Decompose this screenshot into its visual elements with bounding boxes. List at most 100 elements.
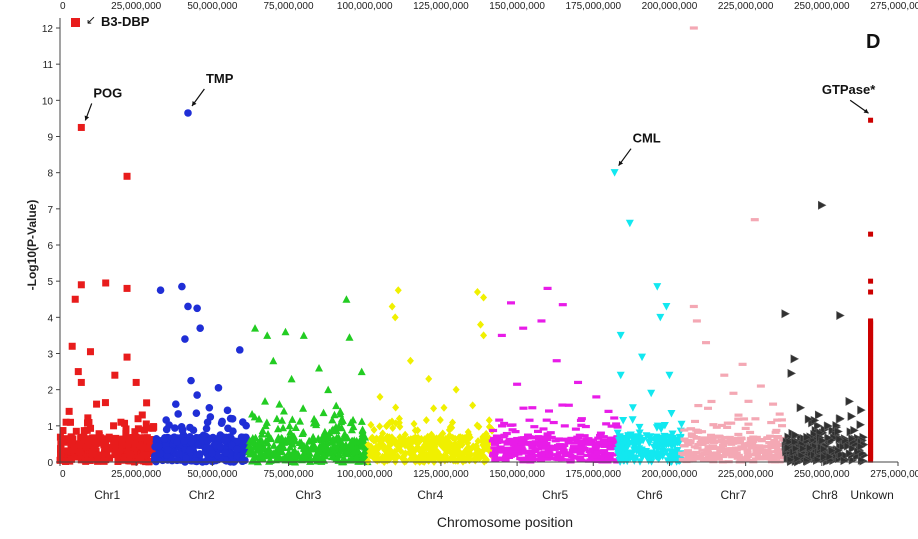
data-point <box>542 457 551 461</box>
data-point <box>285 454 294 463</box>
data-point <box>646 438 655 447</box>
annotation-label: GTPase* <box>822 82 876 97</box>
data-point <box>574 380 583 385</box>
data-point <box>744 441 753 446</box>
data-point <box>534 437 543 441</box>
data-point <box>777 418 786 422</box>
data-point <box>543 286 552 290</box>
data-point <box>480 293 488 302</box>
data-point <box>612 439 621 443</box>
data-point <box>465 455 473 464</box>
data-point <box>435 455 443 464</box>
data-point <box>508 428 517 432</box>
data-point <box>857 442 866 452</box>
data-point <box>315 363 324 372</box>
data-point <box>186 423 194 432</box>
data-point <box>824 433 834 443</box>
data-point <box>769 402 778 406</box>
data-point <box>473 288 481 297</box>
data-point <box>72 427 80 435</box>
data-points <box>56 26 874 467</box>
data-point <box>334 451 343 459</box>
data-point <box>635 429 644 437</box>
data-point <box>74 368 82 376</box>
annotation-label: POG <box>93 85 122 100</box>
data-point <box>715 434 724 438</box>
data-point <box>255 442 264 450</box>
data-point <box>305 436 314 445</box>
data-point <box>631 455 640 463</box>
data-point <box>497 333 506 338</box>
data-point <box>276 445 285 453</box>
data-point <box>845 449 855 459</box>
data-point <box>756 384 765 388</box>
data-point <box>337 414 346 423</box>
data-point <box>272 414 281 423</box>
data-point <box>105 433 113 441</box>
data-point <box>550 447 559 451</box>
data-point <box>848 444 858 454</box>
data-point <box>239 455 247 463</box>
data-point <box>529 436 538 440</box>
data-point <box>533 429 542 434</box>
y-tick-label: 9 <box>47 133 53 144</box>
data-point <box>67 455 75 463</box>
data-point <box>491 436 500 441</box>
data-point <box>651 437 660 445</box>
data-point <box>117 418 125 426</box>
data-point <box>106 454 114 462</box>
data-point <box>425 374 433 383</box>
data-point <box>553 453 562 457</box>
data-point <box>196 450 204 458</box>
data-point <box>376 422 384 431</box>
data-point <box>145 424 153 432</box>
x-top-tick-label: 275,000,000 <box>870 1 918 12</box>
data-point <box>131 444 139 452</box>
data-point <box>610 416 619 420</box>
data-point <box>417 434 425 443</box>
panel-letter: D <box>866 31 880 53</box>
data-point <box>699 458 708 462</box>
data-point <box>406 356 414 365</box>
data-point <box>451 434 459 443</box>
data-point <box>373 456 381 465</box>
data-point <box>698 448 707 452</box>
data-point <box>694 442 703 447</box>
data-point <box>576 418 585 422</box>
data-point <box>765 440 774 445</box>
data-point <box>744 422 753 426</box>
data-point <box>371 436 379 445</box>
data-point <box>619 416 628 425</box>
data-point <box>656 313 665 322</box>
data-point <box>828 446 837 456</box>
data-point <box>411 454 419 463</box>
data-point <box>389 423 397 432</box>
y-tick-label: 10 <box>42 96 54 107</box>
y-axis-title: -Log10(P-Value) <box>25 200 39 291</box>
data-point <box>628 404 637 412</box>
data-point <box>267 434 276 443</box>
data-point <box>693 446 702 450</box>
data-point <box>771 440 780 444</box>
data-point <box>191 457 200 465</box>
data-point <box>93 439 101 447</box>
data-point <box>357 367 366 376</box>
data-point <box>596 431 605 435</box>
data-point <box>58 450 66 458</box>
data-point <box>275 454 284 463</box>
data-point <box>182 454 190 463</box>
y-tick-label: 4 <box>47 313 53 324</box>
data-point <box>558 446 567 451</box>
data-point <box>677 420 686 429</box>
data-point <box>84 419 92 427</box>
data-point <box>734 413 743 417</box>
data-point <box>674 436 683 445</box>
data-point <box>242 421 250 430</box>
data-point <box>604 409 613 413</box>
data-point <box>729 391 738 395</box>
y-tick-label: 0 <box>47 458 53 469</box>
data-point <box>489 428 498 433</box>
data-point <box>101 399 109 407</box>
data-point <box>848 434 857 444</box>
chromosome-label: Chr8 <box>812 488 838 502</box>
